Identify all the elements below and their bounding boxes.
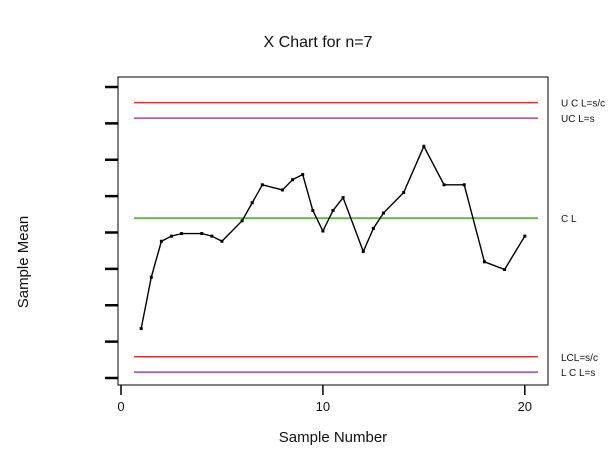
data-point	[169, 234, 173, 238]
plot-frame	[117, 76, 549, 386]
chart-title: X Chart for n=7	[264, 34, 373, 51]
control-line-labels: U C L=s/c UC L=s C L LCL=s/c L C L=s	[561, 99, 605, 379]
data-point	[331, 208, 335, 212]
data-point	[341, 196, 345, 200]
data-point	[381, 211, 385, 215]
control-line-label: L C L=s	[561, 368, 595, 379]
data-point	[371, 226, 375, 230]
data-point	[210, 234, 214, 238]
data-series	[139, 144, 527, 331]
data-point	[240, 219, 244, 223]
control-line-label: U C L=s/c	[561, 99, 605, 110]
data-point	[200, 232, 204, 236]
x-tick-label: 10	[316, 399, 330, 414]
data-point	[139, 327, 143, 331]
x-tick-label: 0	[117, 399, 124, 414]
data-point	[220, 239, 224, 243]
data-point	[260, 183, 264, 187]
x-axis-ticks: 0 10 20	[117, 385, 532, 414]
control-line-label: C L	[561, 214, 577, 225]
y-axis-label: Sample Mean	[15, 216, 32, 309]
control-line-label: UC L=s	[561, 114, 595, 125]
data-point	[180, 232, 184, 236]
data-point	[402, 191, 406, 194]
data-point	[321, 229, 325, 233]
data-point	[250, 201, 254, 205]
data-point	[442, 183, 446, 187]
x-axis-label: Sample Number	[279, 429, 387, 446]
x-tick-label: 20	[518, 399, 532, 414]
data-point	[281, 188, 285, 192]
data-point	[523, 234, 527, 238]
series-line	[140, 144, 526, 329]
data-point	[301, 173, 305, 177]
data-point	[291, 178, 295, 182]
data-point	[361, 250, 365, 254]
data-point	[149, 275, 153, 279]
data-point	[311, 208, 315, 212]
data-point	[422, 144, 426, 148]
data-point	[482, 260, 486, 264]
control-line-label: LCL=s/c	[561, 353, 598, 364]
data-point	[159, 239, 163, 243]
control-lines	[134, 101, 538, 373]
data-point	[503, 268, 507, 271]
y-axis-ticks	[105, 85, 118, 380]
data-point	[462, 183, 466, 187]
